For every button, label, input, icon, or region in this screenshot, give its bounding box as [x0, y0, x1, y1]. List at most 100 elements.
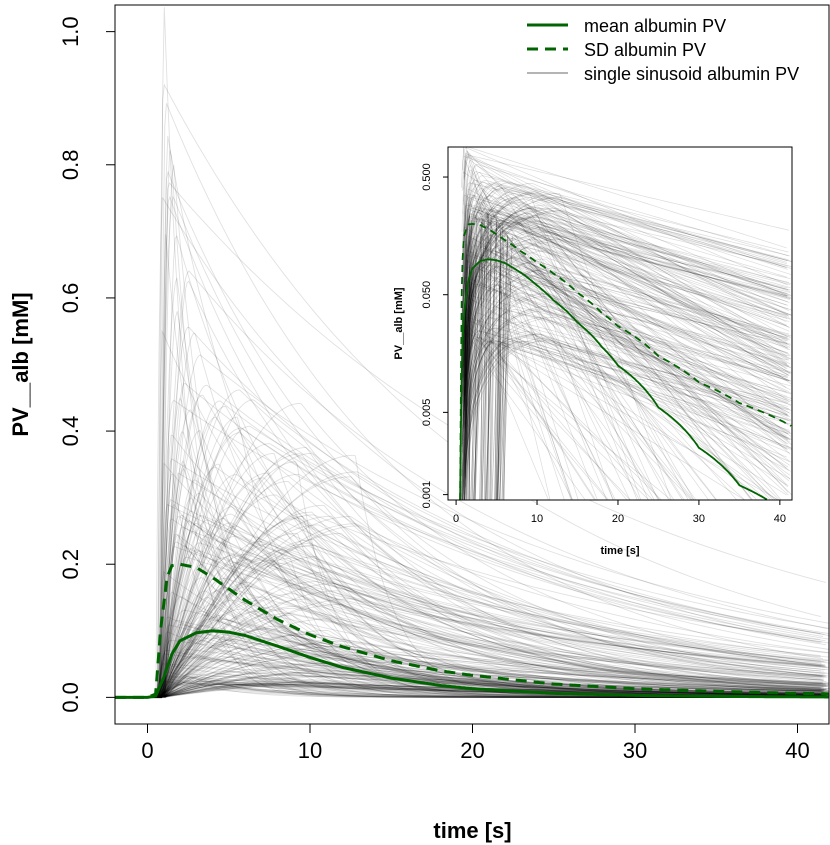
single-sinusoid-curve	[164, 660, 827, 698]
inset-single-sinusoid-curve	[465, 205, 787, 445]
single-sinusoid-curve	[158, 277, 826, 698]
single-sinusoid-curve	[161, 498, 827, 698]
sd-albumin-line	[115, 562, 829, 699]
inset-single-sinusoid-curve	[465, 312, 789, 435]
inset-dense-curve	[462, 241, 471, 500]
inset-dense-curve	[497, 266, 501, 500]
inset-single-sinusoid-curve	[462, 183, 788, 369]
single-sinusoid-curve	[158, 462, 823, 698]
inset-dense-curve	[464, 282, 466, 500]
single-sinusoid-curve	[160, 556, 829, 698]
inset-single-sinusoid-curve	[462, 194, 788, 369]
single-sinusoid-curve	[157, 394, 821, 698]
single-sinusoid-curve	[160, 683, 829, 698]
inset-x-axis-label: time [s]	[600, 545, 639, 557]
inset-single-sinusoid-curve	[461, 196, 788, 441]
inset-single-sinusoid-curve	[462, 242, 788, 428]
single-sinusoid-curve	[159, 559, 824, 698]
inset-dense-curve	[495, 243, 502, 500]
inset-single-sinusoid-curve	[464, 336, 790, 441]
inset-single-sinusoid-curve	[461, 324, 609, 500]
inset-single-sinusoid-curve	[461, 155, 787, 323]
inset-single-sinusoid-curve	[463, 254, 791, 406]
inset-single-sinusoid-curve	[465, 197, 789, 290]
single-sinusoid-curve	[160, 535, 824, 698]
single-sinusoid-curve	[161, 514, 830, 698]
single-sinusoid-curve	[156, 658, 830, 698]
inset-single-sinusoid-curve	[464, 201, 789, 376]
inset-single-sinusoid-curve	[461, 270, 788, 461]
inset-single-sinusoid-curve	[461, 287, 792, 445]
inset-single-sinusoid-curve	[461, 245, 790, 414]
single-sinusoid-curve	[164, 683, 825, 698]
single-sinusoid-curve	[156, 432, 830, 698]
inset-single-sinusoid-curve	[462, 220, 788, 326]
inset-single-sinusoid-curve	[464, 272, 791, 470]
single-sinusoid-curve	[162, 663, 824, 698]
single-sinusoid-curve	[160, 503, 824, 698]
single-sinusoid-curve	[163, 653, 823, 698]
single-sinusoid-curve	[163, 656, 826, 698]
single-sinusoid-curve	[164, 682, 827, 698]
inset-single-sinusoid-curve	[463, 197, 790, 398]
inset-single-sinusoid-curve	[462, 195, 640, 500]
single-sinusoid-curve	[155, 682, 824, 698]
single-sinusoid-curve	[163, 612, 821, 698]
single-sinusoid-curve	[163, 683, 822, 698]
inset-dense-curve	[491, 255, 502, 500]
inset-single-sinusoid-curve	[461, 219, 789, 381]
inset-single-sinusoid-curve	[461, 182, 792, 262]
inset-x-axis: 0 10 20 30 40	[453, 500, 786, 525]
single-sinusoid-curve	[160, 471, 830, 698]
inset-single-sinusoid-curve	[463, 207, 791, 348]
single-sinusoid-curve	[164, 454, 827, 698]
inset-single-sinusoid-curve	[463, 150, 579, 500]
single-sinusoid-curve	[161, 682, 830, 698]
inset-single-sinusoid-curve	[463, 175, 789, 295]
inset-single-sinusoid-curve	[464, 192, 788, 381]
inset-single-sinusoid-curve	[462, 258, 791, 480]
inset-single-sinusoid-curve	[463, 152, 790, 312]
single-sinusoid-curve	[162, 681, 821, 698]
single-sinusoid-curve	[156, 639, 826, 698]
single-sinusoid-curve	[160, 650, 828, 698]
inset-single-sinusoid-curve	[465, 215, 787, 327]
single-sinusoid-curve	[160, 680, 826, 698]
inset-single-sinusoid-curve	[464, 299, 693, 500]
single-sinusoid-curve	[160, 590, 825, 698]
inset-single-sinusoid-curve	[463, 215, 791, 383]
single-sinusoid-curve	[156, 389, 830, 698]
inset-single-sinusoid-curve	[463, 164, 789, 269]
inset-single-sinusoid-curve	[463, 239, 791, 426]
inset-single-sinusoid-curve	[462, 337, 779, 500]
inset-single-sinusoid-curve	[462, 147, 551, 500]
inset-dense-curve	[496, 230, 501, 500]
single-sinusoid-curve	[158, 624, 827, 698]
inset-single-sinusoid-curve	[463, 221, 638, 500]
inset-single-sinusoid-curve	[464, 213, 788, 346]
inset-single-sinusoid-curve	[464, 266, 789, 416]
single-sinusoid-curve	[164, 517, 822, 698]
single-sinusoid-curve	[159, 270, 828, 698]
inset-dense-curve	[494, 228, 498, 500]
inset-single-sinusoid-curve	[461, 171, 787, 388]
inset-single-sinusoid-curve	[465, 235, 791, 414]
main-y-axis: 0.0 0.2 0.4 0.6 0.8 1.0	[58, 16, 115, 713]
single-sinusoid-curve	[159, 682, 828, 698]
inset-single-sinusoid-curve	[462, 226, 791, 422]
inset-single-sinusoid-curve	[462, 196, 572, 500]
inset-single-sinusoid-curve	[462, 207, 792, 404]
inset-single-sinusoid-curve	[463, 217, 660, 500]
single-sinusoid-curve	[162, 539, 826, 698]
inset-dense-curve	[470, 222, 482, 500]
single-sinusoid-curve	[164, 541, 823, 698]
y-tick-label: 0.2	[58, 549, 83, 580]
inset-single-sinusoid-curve	[463, 147, 788, 286]
inset-single-sinusoid-curve	[464, 258, 791, 393]
inset-dense-curve	[494, 262, 501, 500]
inset-single-sinusoid-curve	[465, 165, 789, 338]
inset-single-sinusoid-curve	[464, 212, 791, 410]
inset-dense-curve	[495, 267, 501, 500]
inset-single-sinusoid-curve	[461, 266, 791, 345]
inset-single-sinusoid-curve	[464, 229, 790, 372]
